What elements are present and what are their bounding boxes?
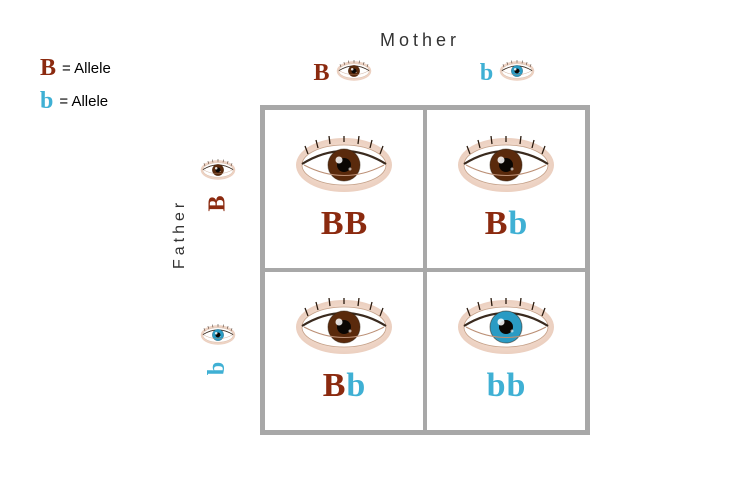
- genotype-1: B b: [485, 205, 528, 243]
- genotype-0: B B: [321, 205, 367, 243]
- row-allele-0: B: [204, 195, 231, 211]
- col-allele-0: B: [313, 60, 329, 87]
- cell-BB: B B: [263, 108, 425, 270]
- eye-icon: [294, 298, 394, 361]
- genotype-letter: b: [346, 367, 365, 405]
- legend-recessive-row: b = Allele: [40, 88, 111, 115]
- legend-recessive-text: = Allele: [59, 93, 108, 110]
- row-header-0: B: [200, 105, 236, 270]
- col-header-0: B: [260, 60, 425, 87]
- cell-bb: b b: [425, 270, 587, 432]
- eye-icon: [499, 60, 535, 87]
- genotype-letter: b: [507, 367, 526, 405]
- genotype-2: B b: [323, 367, 366, 405]
- eye-icon: [294, 136, 394, 199]
- punnett-square: B B B b: [260, 105, 590, 435]
- genotype-letter: B: [321, 205, 344, 243]
- eye-icon: [456, 298, 556, 361]
- eye-icon: [200, 324, 236, 351]
- genotype-letter: B: [345, 205, 368, 243]
- allele-legend: B = Allele b = Allele: [40, 55, 111, 121]
- eye-icon: [456, 136, 556, 199]
- father-label: Father: [171, 199, 189, 269]
- genotype-letter: B: [485, 205, 508, 243]
- mother-label: Mother: [380, 30, 460, 51]
- genotype-letter: B: [323, 367, 346, 405]
- cell-Bb-bottom: B b: [263, 270, 425, 432]
- col-header-1: b: [425, 60, 590, 87]
- row-allele-1: b: [204, 361, 231, 374]
- col-allele-1: b: [480, 60, 493, 87]
- column-headers: B b: [260, 60, 590, 87]
- row-header-1: b: [200, 270, 236, 435]
- genotype-letter: b: [508, 205, 527, 243]
- legend-dominant-row: B = Allele: [40, 55, 111, 82]
- eye-icon: [336, 60, 372, 87]
- genotype-letter: b: [487, 367, 506, 405]
- eye-icon: [200, 159, 236, 186]
- legend-dominant-text: = Allele: [62, 60, 111, 77]
- genotype-3: b b: [487, 367, 526, 405]
- legend-dominant-symbol: B: [40, 55, 56, 82]
- legend-recessive-symbol: b: [40, 88, 53, 115]
- row-headers: B b: [200, 105, 236, 435]
- cell-Bb-top: B b: [425, 108, 587, 270]
